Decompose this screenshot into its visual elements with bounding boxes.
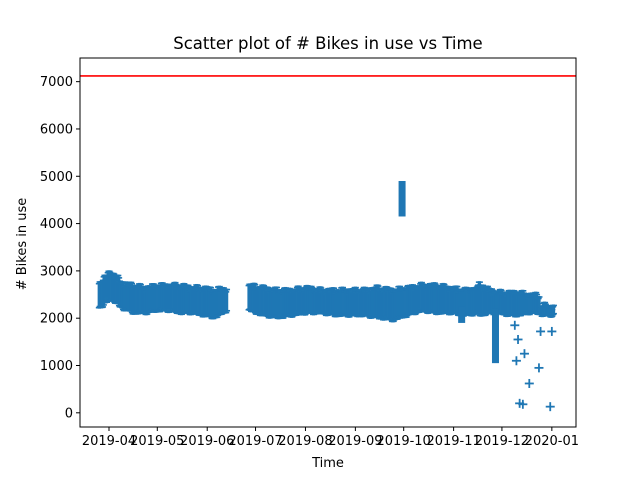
x-tick-label: 2020-01 (525, 434, 579, 449)
data-point (547, 326, 557, 336)
x-tick-label: 2019-12 (475, 434, 529, 449)
data-point (536, 326, 546, 336)
data-point (534, 363, 544, 373)
data-vertical-run (458, 306, 466, 323)
x-tick-label: 2019-11 (426, 434, 480, 449)
x-tick-label: 2019-08 (278, 434, 332, 449)
x-tick-label: 2019-05 (130, 434, 184, 449)
y-tick-label: 2000 (40, 312, 73, 327)
data-point (519, 349, 529, 359)
x-tick-label: 2019-04 (82, 434, 136, 449)
x-tick-label: 2019-06 (180, 434, 234, 449)
data-point (545, 402, 555, 412)
y-tick-label: 0 (65, 406, 73, 421)
y-tick-label: 7000 (40, 75, 73, 90)
plot-frame (79, 57, 577, 428)
y-tick-label: 1000 (40, 359, 73, 374)
chart-title: Scatter plot of # Bikes in use vs Time (173, 34, 482, 53)
y-tick-label: 3000 (40, 264, 73, 279)
data-point (524, 378, 534, 388)
data-vertical-run (491, 308, 499, 364)
data-point (511, 356, 521, 366)
y-tick-label: 4000 (40, 217, 73, 232)
axes: 010002000300040005000600070002019-042019… (40, 57, 579, 449)
data-point (513, 334, 523, 344)
x-tick-label: 2019-09 (328, 434, 382, 449)
y-tick-label: 6000 (40, 122, 73, 137)
y-axis-title: # Bikes in use (15, 198, 30, 291)
data-point (518, 399, 528, 409)
data-point (510, 320, 520, 330)
x-tick-label: 2019-10 (377, 434, 431, 449)
plot-area (80, 75, 576, 412)
y-tick-label: 5000 (40, 170, 73, 185)
x-axis-title: Time (311, 456, 344, 471)
x-tick-label: 2019-07 (228, 434, 282, 449)
data-vertical-run (398, 181, 406, 217)
